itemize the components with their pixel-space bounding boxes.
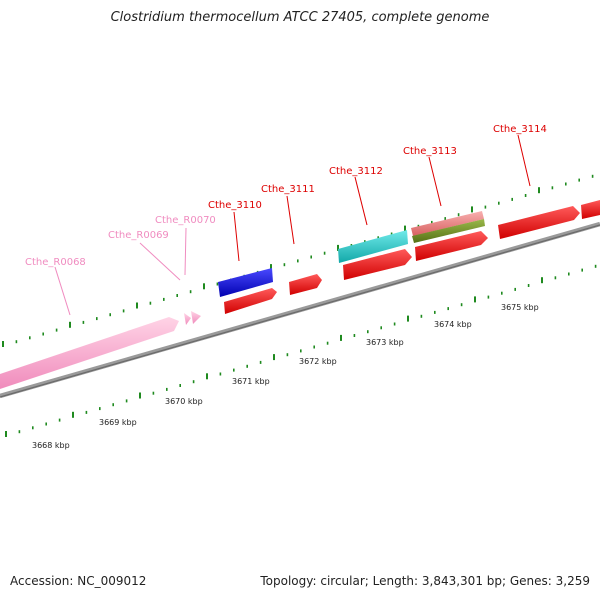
label-cthe-r0069[interactable]: Cthe_R0069 xyxy=(108,230,169,241)
leader-cthe-3114 xyxy=(517,134,531,187)
leader-cthe-r0070 xyxy=(184,227,187,276)
topology-text: Topology: circular; Length: 3,843,301 bp… xyxy=(260,574,590,588)
scale-label-3670: 3670 kbp xyxy=(165,397,203,406)
label-cthe-3112[interactable]: Cthe_3112 xyxy=(329,166,383,177)
feature-cthe-r0069[interactable] xyxy=(184,313,191,325)
label-cthe-3114[interactable]: Cthe_3114 xyxy=(493,124,547,135)
scale-label-3671: 3671 kbp xyxy=(232,377,270,386)
label-cthe-3113[interactable]: Cthe_3113 xyxy=(403,146,457,157)
feature-cthe-r0068[interactable] xyxy=(0,317,179,389)
feature-labels: Cthe_R0068 Cthe_R0069 Cthe_R0070 Cthe_31… xyxy=(25,124,547,268)
label-cthe-3111[interactable]: Cthe_3111 xyxy=(261,184,315,195)
feature-next-red[interactable] xyxy=(581,200,600,219)
leader-cthe-3113 xyxy=(428,156,442,207)
feature-cthe-3113-red-strip[interactable] xyxy=(415,231,488,261)
label-leader-lines xyxy=(54,134,531,316)
accession-text: Accession: NC_009012 xyxy=(10,574,147,588)
leader-cthe-r0068 xyxy=(54,266,71,316)
scale-labels: 3668 kbp 3669 kbp 3670 kbp 3671 kbp 3672… xyxy=(32,303,539,450)
leader-cthe-3111 xyxy=(286,195,295,245)
feature-cthe-3110[interactable] xyxy=(218,268,273,297)
scale-label-3674: 3674 kbp xyxy=(434,320,472,329)
feature-cthe-3113[interactable] xyxy=(411,211,484,236)
scale-label-3675: 3675 kbp xyxy=(501,303,539,312)
feature-cthe-3111[interactable] xyxy=(289,274,322,295)
leader-cthe-r0069 xyxy=(139,242,181,281)
feature-cthe-r0070[interactable] xyxy=(191,311,201,324)
label-cthe-r0068[interactable]: Cthe_R0068 xyxy=(25,257,86,268)
feature-cthe-3110-red-strip[interactable] xyxy=(224,288,277,314)
genome-backbone xyxy=(0,221,600,399)
scale-label-3673: 3673 kbp xyxy=(366,338,404,347)
leader-cthe-3110 xyxy=(233,211,240,262)
label-cthe-3110[interactable]: Cthe_3110 xyxy=(208,200,262,211)
label-cthe-r0070[interactable]: Cthe_R0070 xyxy=(155,215,216,226)
lower-tick-row xyxy=(5,264,597,437)
leader-cthe-3112 xyxy=(354,176,368,226)
scale-label-3669: 3669 kbp xyxy=(99,418,137,427)
feature-cthe-3113-olive-strip[interactable] xyxy=(412,219,485,243)
feature-cthe-3112-red-strip[interactable] xyxy=(343,249,412,280)
map-title: Clostridium thermocellum ATCC 27405, com… xyxy=(110,10,490,25)
feature-cthe-3112[interactable] xyxy=(338,230,408,263)
scale-label-3668: 3668 kbp xyxy=(32,441,70,450)
scale-label-3672: 3672 kbp xyxy=(299,357,337,366)
upper-tick-row xyxy=(2,174,594,347)
feature-cthe-3114[interactable] xyxy=(498,206,580,239)
